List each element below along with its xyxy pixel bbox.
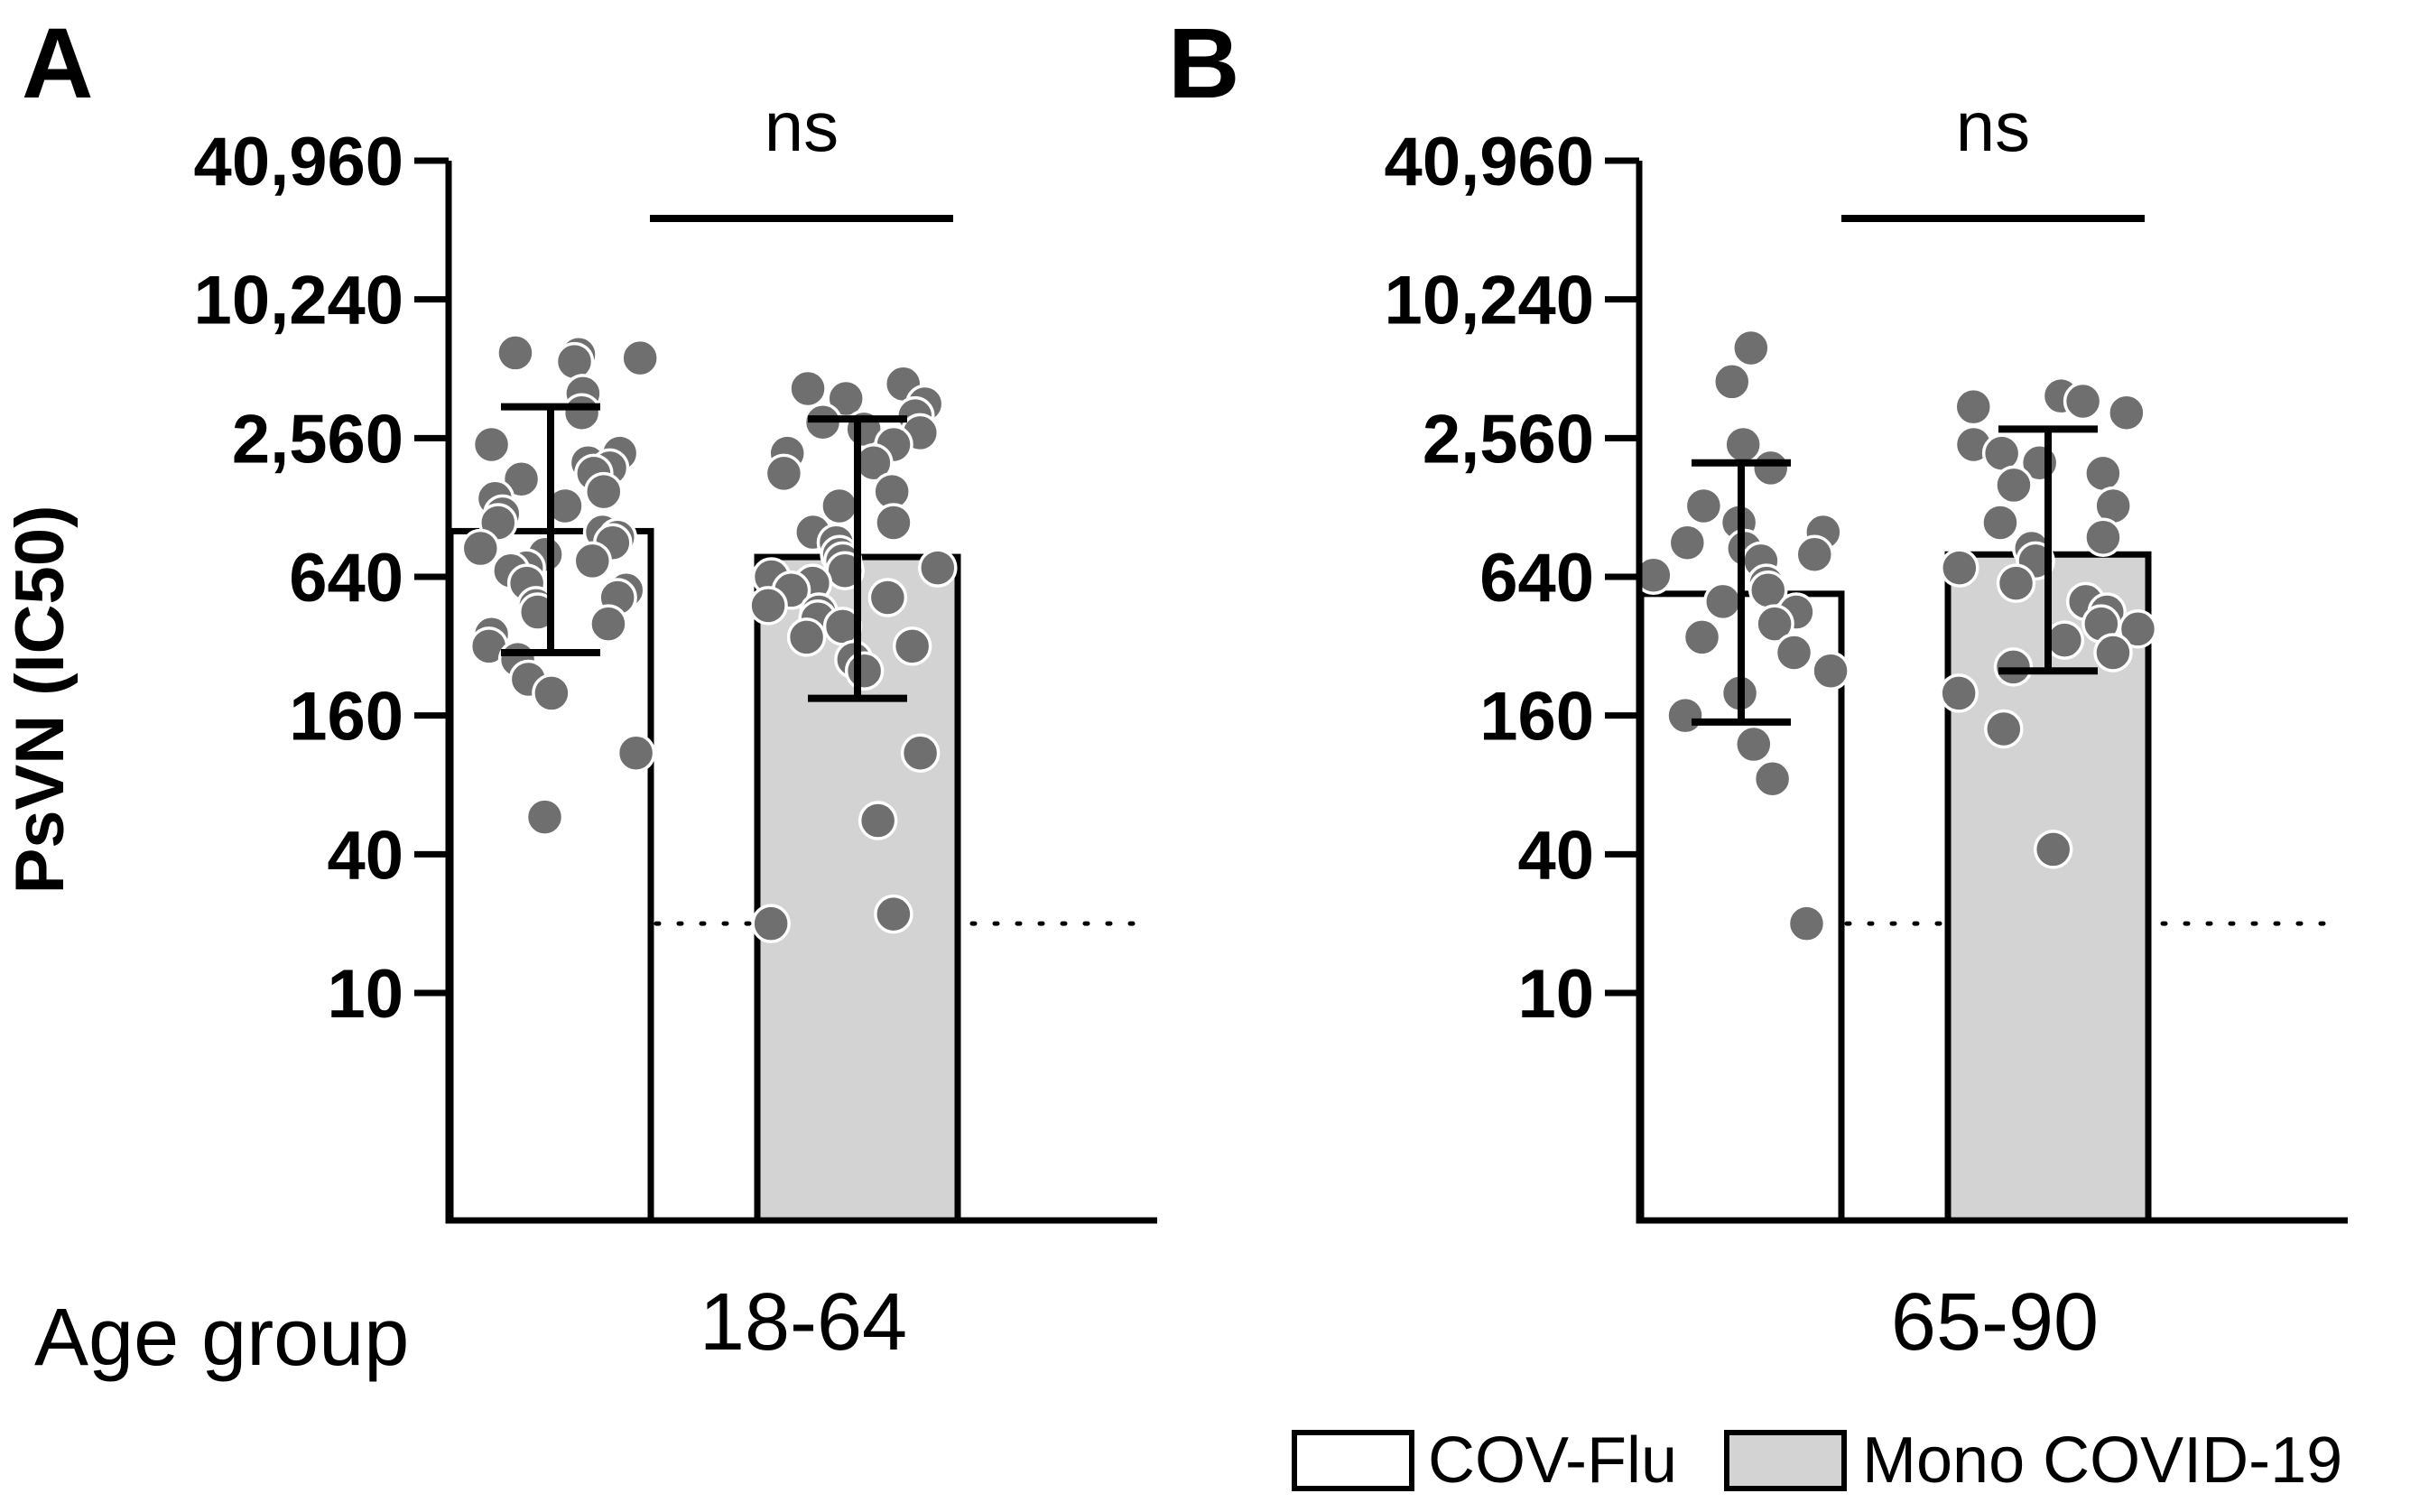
- data-point: [561, 393, 602, 432]
- data-point: [1994, 465, 2034, 506]
- data-point: [2083, 517, 2123, 557]
- y-tick-label: 2,560: [1423, 401, 1594, 478]
- legend-swatch-mono-covid-19: [1724, 1430, 1847, 1491]
- data-point: [616, 733, 656, 773]
- y-tick-label: 2,560: [232, 401, 403, 478]
- panel-b: B 10 40 160 640 2,560 10,240 40,960 ns 65-90: [1168, 8, 2348, 1368]
- data-point: [589, 604, 628, 644]
- data-point: [748, 586, 788, 626]
- panel-a: A 10 40 160 640 2,560 10,240 40,960 ns 18-64: [22, 8, 1157, 1368]
- data-point: [1755, 604, 1794, 644]
- y-tick-label: 10,240: [1385, 263, 1594, 339]
- legend-label-cov-flu: COV-Flu: [1428, 1424, 1677, 1497]
- data-point: [786, 617, 827, 657]
- data-point: [918, 548, 958, 588]
- data-point: [764, 453, 804, 494]
- x-tick-label: 65-90: [1891, 1277, 2099, 1368]
- data-point: [572, 541, 613, 581]
- significance-label: ns: [1956, 87, 2030, 166]
- data-point: [1939, 673, 1979, 713]
- legend: COV-Flu Mono COVID-19: [1292, 1424, 2342, 1497]
- data-point: [2044, 620, 2085, 660]
- x-axis-title: Age group: [34, 1293, 409, 1383]
- data-point: [1731, 328, 1771, 368]
- y-axis-title: PsVN (IC50): [2, 506, 79, 895]
- data-point: [1682, 617, 1722, 657]
- data-point: [517, 592, 558, 632]
- data-point: [1794, 534, 1835, 575]
- data-point: [532, 673, 571, 713]
- data-point: [1940, 548, 1979, 588]
- data-point: [1786, 904, 1827, 943]
- data-point: [1750, 448, 1791, 488]
- data-point: [1683, 486, 1724, 526]
- data-point: [1703, 581, 1743, 622]
- data-point: [2083, 453, 2123, 494]
- data-point: [1811, 651, 1850, 691]
- y-tick-label: 10: [1517, 956, 1594, 1033]
- data-point: [1774, 633, 1814, 673]
- data-point: [1980, 503, 2020, 543]
- y-tick-label: 640: [289, 540, 403, 617]
- data-point: [900, 733, 941, 773]
- y-tick-label: 40: [1517, 817, 1594, 894]
- legend-swatch-cov-flu: [1292, 1430, 1414, 1491]
- y-tick-label: 160: [289, 679, 403, 756]
- y-tick-label: 40,960: [1385, 124, 1594, 200]
- data-point: [554, 341, 595, 382]
- data-point: [1953, 386, 1993, 427]
- y-tick-label: 640: [1479, 540, 1594, 617]
- data-point: [1711, 362, 1752, 402]
- data-point: [545, 486, 585, 526]
- data-point: [471, 424, 512, 465]
- data-point: [858, 801, 898, 840]
- data-point: [874, 503, 913, 543]
- data-point: [788, 368, 828, 409]
- data-point: [460, 528, 501, 569]
- y-tick-label: 40: [327, 817, 403, 894]
- data-point: [620, 338, 660, 378]
- y-tick-label: 10: [327, 956, 403, 1033]
- data-point: [524, 797, 565, 837]
- data-point: [892, 626, 932, 666]
- data-point: [2033, 830, 2073, 869]
- data-point: [501, 459, 542, 499]
- data-point: [867, 578, 908, 617]
- data-point: [2118, 609, 2158, 649]
- x-tick-label: 18-64: [700, 1277, 907, 1368]
- data-point: [1996, 563, 2036, 603]
- data-point: [496, 333, 535, 373]
- data-point: [2093, 633, 2133, 673]
- data-point: [1993, 647, 2034, 687]
- data-point: [874, 894, 913, 934]
- data-point: [1734, 724, 1774, 765]
- data-point: [1752, 759, 1793, 799]
- y-tick-label: 10,240: [194, 263, 403, 339]
- data-point: [751, 904, 791, 943]
- y-tick-label: 160: [1479, 679, 1594, 756]
- data-point: [2107, 393, 2146, 432]
- panel-label: B: [1168, 8, 1239, 119]
- data-point: [2063, 381, 2103, 422]
- data-point: [844, 651, 885, 691]
- significance-label: ns: [765, 87, 839, 166]
- data-point: [1665, 695, 1705, 736]
- legend-label-mono-covid-19: Mono COVID-19: [1862, 1424, 2342, 1497]
- data-point: [1667, 523, 1708, 562]
- data-point: [584, 471, 624, 512]
- y-tick-label: 40,960: [194, 124, 403, 200]
- data-point: [1984, 709, 2024, 749]
- panel-label: A: [22, 8, 93, 119]
